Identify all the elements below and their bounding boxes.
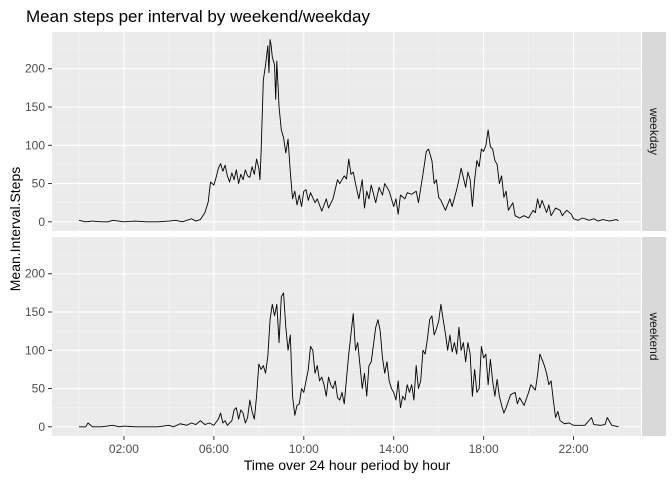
- panel-weekday: weekday: [52, 32, 666, 231]
- x-tick-label: 22:00: [559, 442, 589, 456]
- panel-background: [52, 237, 641, 436]
- y-tick-label: 100: [25, 343, 45, 357]
- chart-title: Mean steps per interval by weekend/weekd…: [26, 7, 370, 26]
- y-tick-label: 100: [25, 138, 45, 152]
- y-tick-label: 50: [32, 177, 46, 191]
- y-tick-label: 0: [38, 215, 45, 229]
- strip-background: [642, 237, 666, 436]
- x-axis-title: Time over 24 hour period by hour: [244, 457, 451, 473]
- x-tick-label: 06:00: [199, 442, 229, 456]
- y-tick-label: 150: [25, 305, 45, 319]
- series-line-weekend: [78, 292, 619, 428]
- strip-background: [642, 32, 666, 231]
- axes-layer: 0 50 100 150 200 0 50 100 150 200 02:00 06:00 10:00 1…: [25, 62, 589, 456]
- x-tick-label: 14:00: [379, 442, 409, 456]
- y-axis-title: Mean.Interval.Steps: [7, 167, 23, 292]
- panel-background: [52, 32, 641, 231]
- panel-weekend: weekend: [52, 237, 666, 436]
- x-tick-label: 10:00: [289, 442, 319, 456]
- y-tick-label: 200: [25, 62, 45, 76]
- y-tick-label: 200: [25, 267, 45, 281]
- x-tick-label: 18:00: [469, 442, 499, 456]
- series-line-weekday: [78, 39, 619, 223]
- y-tick-label: 50: [32, 382, 46, 396]
- y-tick-label: 0: [38, 420, 45, 434]
- strip-label-weekend: weekend: [647, 311, 661, 360]
- panels-layer: weekday weekend: [52, 32, 666, 436]
- y-tick-label: 150: [25, 100, 45, 114]
- strip-label-weekday: weekday: [647, 107, 661, 155]
- x-tick-label: 02:00: [109, 442, 139, 456]
